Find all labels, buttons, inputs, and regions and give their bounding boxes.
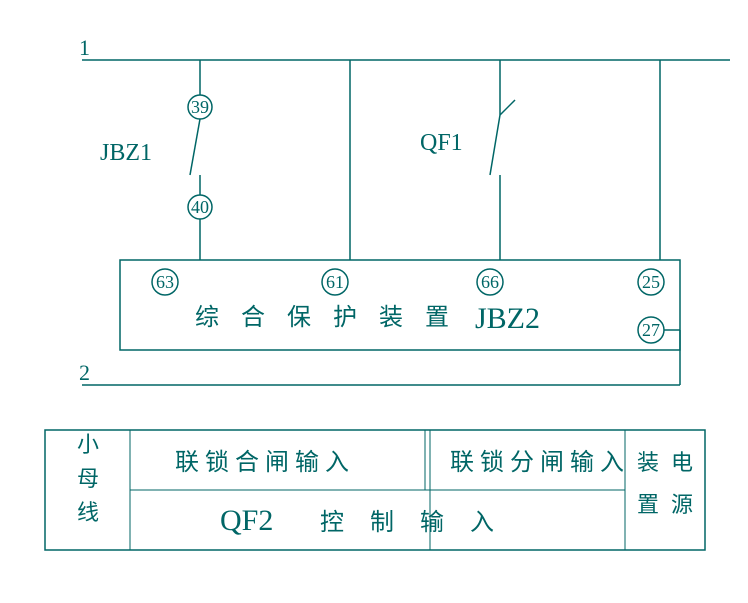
top-rail-label: 1 bbox=[79, 35, 90, 60]
legend-top-left: 联锁合闸输入 bbox=[175, 449, 355, 476]
legend-left-vert-1: 母 bbox=[77, 466, 99, 491]
legend-right-vert1-1: 置 bbox=[637, 492, 659, 517]
qf1-switch-blade bbox=[490, 115, 500, 175]
legend-top-right: 联锁分闸输入 bbox=[450, 449, 630, 476]
jbz1-switch-blade bbox=[190, 119, 200, 175]
legend-right-vert2-0: 电 bbox=[671, 450, 693, 475]
node-27-label: 27 bbox=[642, 320, 660, 340]
node-39-label: 39 bbox=[191, 97, 209, 117]
node-61-label: 61 bbox=[326, 272, 344, 292]
device-box-title-cn: 综 合 保 护 装 置 bbox=[195, 304, 457, 331]
qf1-label: QF1 bbox=[420, 130, 463, 156]
node-66-label: 66 bbox=[481, 272, 499, 292]
node-63-label: 63 bbox=[156, 272, 174, 292]
jbz1-label: JBZ1 bbox=[100, 140, 152, 166]
legend-left-vert-2: 线 bbox=[77, 500, 99, 525]
legend-bottom-b: 控 制 输 入 bbox=[320, 509, 504, 536]
legend-bottom-a: QF2 bbox=[220, 504, 273, 537]
node-40-label: 40 bbox=[191, 197, 209, 217]
device-box-title-en: JBZ2 bbox=[475, 302, 540, 335]
qf1-notch bbox=[500, 100, 515, 115]
bottom-rail-label: 2 bbox=[79, 360, 90, 385]
legend-left-vert-0: 小 bbox=[77, 432, 99, 457]
legend-right-vert1-0: 装 bbox=[637, 450, 659, 475]
legend-right-vert2-1: 源 bbox=[671, 492, 693, 517]
node-25-label: 25 bbox=[642, 272, 660, 292]
